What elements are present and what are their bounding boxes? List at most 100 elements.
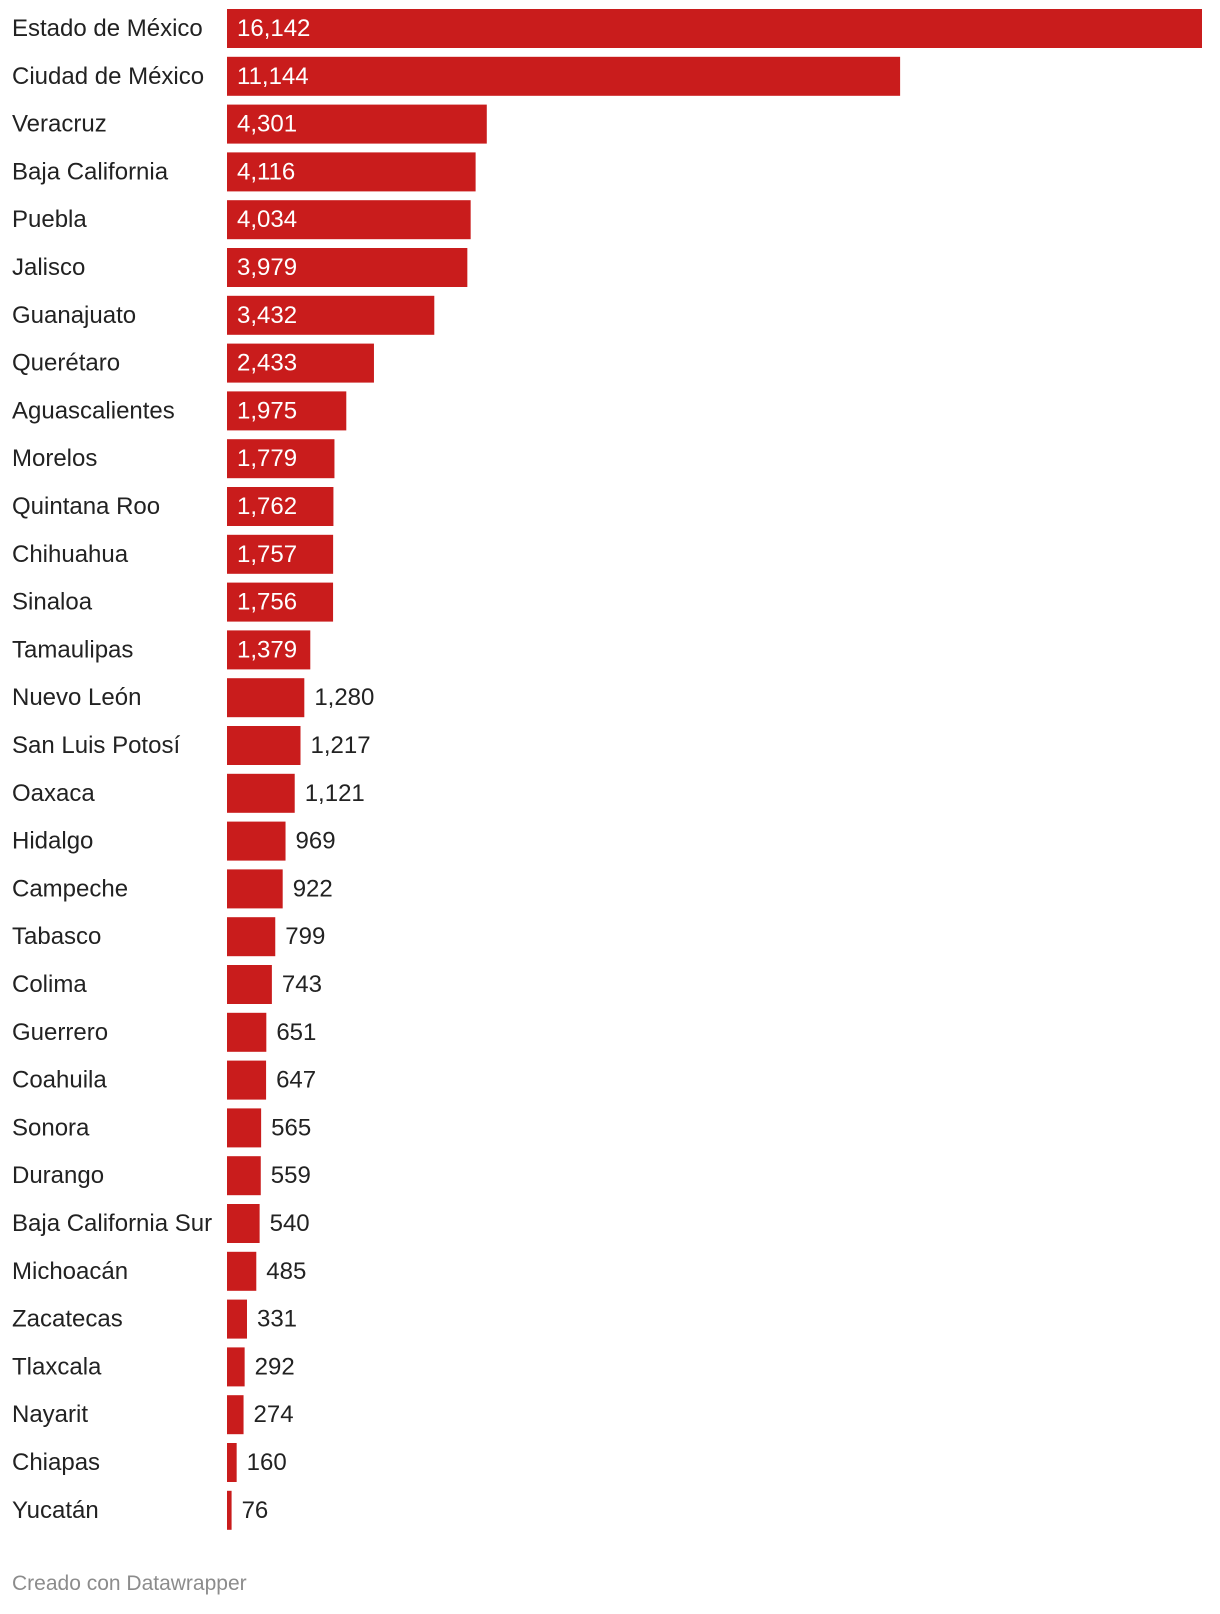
- value-label: 969: [296, 828, 336, 855]
- bar[interactable]: [227, 104, 487, 144]
- bar[interactable]: [227, 1012, 267, 1052]
- category-label: Querétaro: [12, 350, 120, 377]
- value-label: 799: [285, 923, 325, 950]
- bar[interactable]: [227, 1395, 244, 1435]
- bar[interactable]: [227, 1347, 245, 1387]
- value-label: 292: [255, 1353, 295, 1380]
- category-label: Puebla: [12, 206, 87, 233]
- bar[interactable]: [227, 534, 334, 574]
- value-label: 1,756: [237, 589, 297, 616]
- value-label: 922: [293, 875, 333, 902]
- value-label: 274: [254, 1401, 294, 1428]
- bar[interactable]: [227, 1156, 261, 1196]
- value-label: 1,280: [314, 684, 374, 711]
- bar[interactable]: [227, 439, 335, 479]
- bar[interactable]: [227, 343, 374, 383]
- category-label: Nuevo León: [12, 684, 141, 711]
- bar[interactable]: [227, 917, 276, 957]
- bar-row: Tlaxcala 292: [12, 1347, 295, 1387]
- value-label: 559: [271, 1162, 311, 1189]
- bar-row: Sinaloa 1,756: [12, 582, 334, 622]
- value-label: 331: [257, 1306, 297, 1333]
- bar[interactable]: [227, 487, 334, 526]
- bar[interactable]: [227, 56, 901, 96]
- bar[interactable]: [227, 295, 435, 335]
- bar-row: Sonora 565: [12, 1108, 311, 1148]
- value-label: 540: [270, 1210, 310, 1237]
- bar-row: Hidalgo 969: [12, 821, 336, 861]
- category-label: Estado de México: [12, 15, 203, 42]
- category-label: Tabasco: [12, 923, 101, 950]
- bar-row: Quintana Roo 1,762: [12, 487, 334, 526]
- bar[interactable]: [227, 1108, 262, 1148]
- bar[interactable]: [227, 678, 305, 718]
- bar-row: Nuevo León 1,280: [12, 678, 374, 718]
- category-label: Coahuila: [12, 1067, 107, 1094]
- bar[interactable]: [227, 9, 1202, 48]
- bar-row: Tabasco 799: [12, 917, 325, 957]
- value-label: 1,975: [237, 397, 297, 424]
- bar[interactable]: [227, 152, 476, 192]
- value-label: 1,762: [237, 493, 297, 520]
- value-label: 651: [276, 1019, 316, 1046]
- category-label: Chihuahua: [12, 541, 129, 568]
- bar[interactable]: [227, 248, 468, 287]
- bar-row: Aguascalientes 1,975: [12, 391, 347, 431]
- category-label: Morelos: [12, 445, 97, 472]
- category-label: Sonora: [12, 1114, 90, 1141]
- category-label: Colima: [12, 971, 87, 998]
- category-label: Guanajuato: [12, 302, 136, 329]
- value-label: 1,217: [311, 732, 371, 759]
- bar-row: Michoacán 485: [12, 1251, 306, 1291]
- bar-row: Guanajuato 3,432: [12, 295, 435, 335]
- bar[interactable]: [227, 1490, 232, 1530]
- bar[interactable]: [227, 582, 334, 622]
- bar[interactable]: [227, 1204, 260, 1243]
- category-label: Guerrero: [12, 1019, 108, 1046]
- category-label: Durango: [12, 1162, 104, 1189]
- bar[interactable]: [227, 726, 301, 765]
- value-label: 76: [242, 1497, 269, 1524]
- value-label: 4,116: [237, 158, 295, 185]
- category-label: Nayarit: [12, 1401, 88, 1428]
- bar-row: Veracruz 4,301: [12, 104, 487, 144]
- bar-chart: Estado de México 16,142 Ciudad de México 11…: [12, 9, 1202, 1530]
- category-label: Jalisco: [12, 254, 85, 281]
- category-label: Ciudad de México: [12, 63, 204, 90]
- value-label: 1,757: [237, 541, 297, 568]
- category-label: Oaxaca: [12, 780, 95, 807]
- value-label: 1,379: [237, 636, 297, 663]
- bar-row: Durango 559: [12, 1156, 311, 1196]
- value-label: 647: [276, 1067, 316, 1094]
- bar-row: San Luis Potosí 1,217: [12, 726, 371, 765]
- bar-row: Baja California 4,116: [12, 152, 476, 192]
- bar-row: Coahuila 647: [12, 1060, 316, 1100]
- bar-row: Nayarit 274: [12, 1395, 294, 1435]
- bar[interactable]: [227, 821, 286, 861]
- bar-row: Jalisco 3,979: [12, 248, 468, 287]
- value-label: 485: [266, 1258, 306, 1285]
- category-label: Baja California Sur: [12, 1210, 212, 1237]
- value-label: 1,121: [305, 780, 365, 807]
- category-label: Chiapas: [12, 1449, 100, 1476]
- bar[interactable]: [227, 773, 295, 813]
- value-label: 3,979: [237, 254, 297, 281]
- bar[interactable]: [227, 1251, 257, 1291]
- value-label: 4,034: [237, 206, 297, 233]
- bar[interactable]: [227, 1443, 237, 1482]
- bar-row: Baja California Sur 540: [12, 1204, 310, 1243]
- bar[interactable]: [227, 391, 347, 431]
- bar-row: Estado de México 16,142: [12, 9, 1202, 48]
- value-label: 565: [271, 1114, 311, 1141]
- bar[interactable]: [227, 200, 471, 240]
- credit-text[interactable]: Creado con Datawrapper: [12, 1572, 247, 1595]
- bar-row: Puebla 4,034: [12, 200, 471, 240]
- bar[interactable]: [227, 869, 283, 909]
- category-label: Sinaloa: [12, 589, 93, 616]
- bar[interactable]: [227, 1299, 247, 1339]
- bar[interactable]: [227, 965, 272, 1004]
- bar[interactable]: [227, 1060, 267, 1100]
- bar-row: Oaxaca 1,121: [12, 773, 365, 813]
- bar[interactable]: [227, 630, 311, 670]
- bar-row: Zacatecas 331: [12, 1299, 297, 1339]
